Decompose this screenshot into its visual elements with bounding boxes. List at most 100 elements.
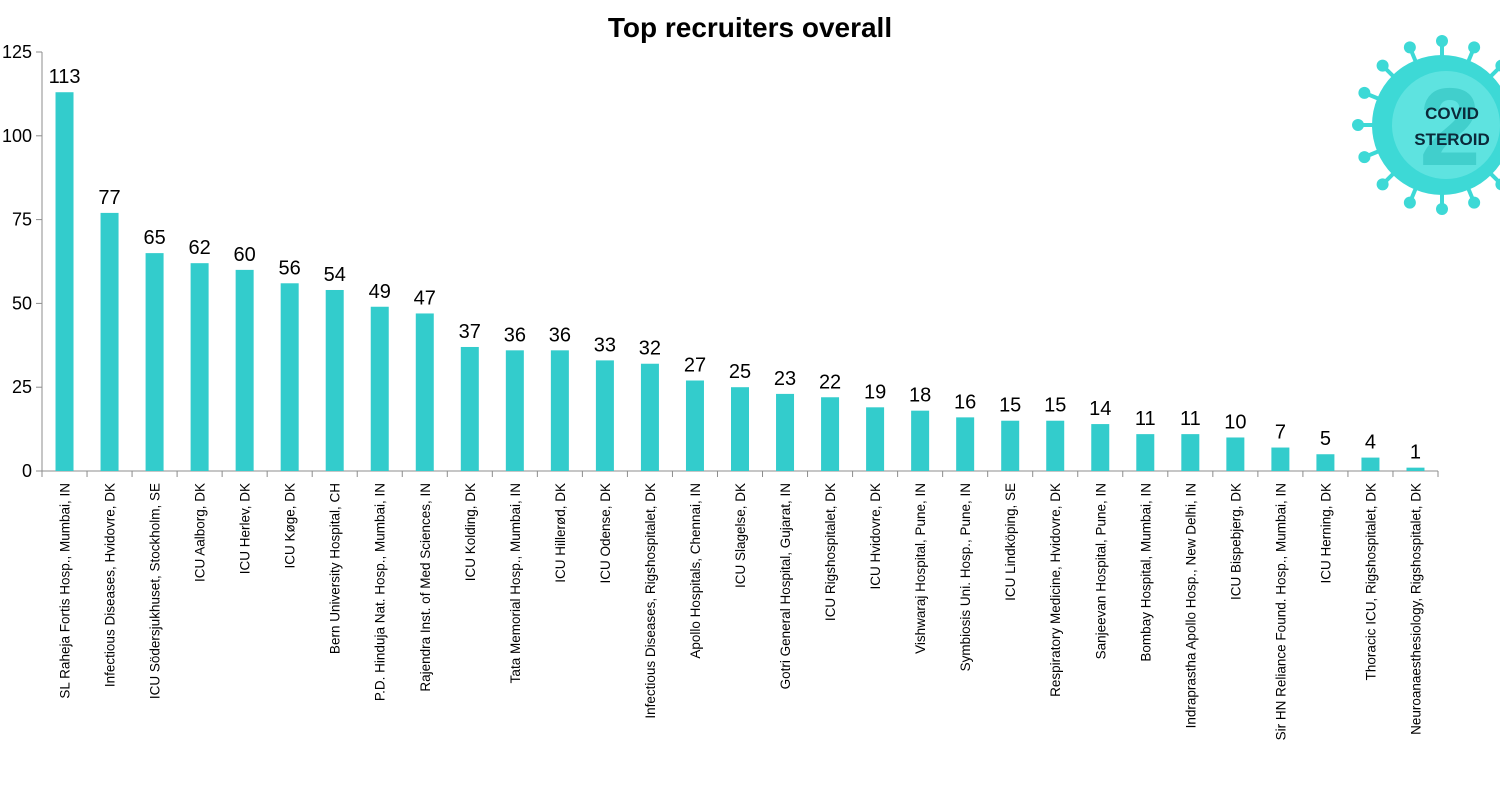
data-label: 19 [864, 381, 886, 403]
data-label: 36 [549, 324, 571, 346]
category-tick-label: Infectious Diseases, Hvidovre, DK [103, 483, 118, 687]
category-tick-label: ICU Slagelse, DK [733, 483, 748, 588]
category-tick-label: Vishwaraj Hospital, Pune, IN [913, 483, 928, 654]
category-tick-label: P.D. Hinduja Nat. Hosp., Mumbai, IN [373, 483, 388, 701]
data-label: 36 [504, 324, 526, 346]
virus-spike-tip [1495, 178, 1500, 191]
bar [505, 350, 524, 471]
virus-spike-tip [1403, 41, 1416, 54]
data-label: 33 [594, 334, 616, 356]
data-label: 4 [1365, 432, 1376, 454]
category-tick-label: Infectious Diseases, Rigshospitalet, DK [643, 483, 658, 719]
bar [1046, 420, 1065, 471]
data-label: 60 [234, 244, 256, 266]
bar [145, 253, 164, 471]
data-label: 47 [414, 287, 436, 309]
bar [325, 289, 344, 471]
bar [595, 360, 614, 471]
bar [55, 92, 74, 471]
data-label: 113 [49, 66, 81, 88]
category-tick-labels: SL Raheja Fortis Hosp., Mumbai, IN Infect… [58, 483, 1424, 740]
category-tick-label: Rajendra Inst. of Med Sciences, IN [418, 483, 433, 692]
bar [550, 350, 569, 471]
data-label: 37 [459, 321, 481, 343]
bar [821, 397, 840, 471]
data-label: 16 [954, 391, 976, 413]
category-tick-label: Bombay Hospital, Mumbai, IN [1138, 483, 1153, 662]
bar [956, 417, 975, 471]
bar [731, 387, 749, 471]
bar [1091, 424, 1110, 471]
chart-title: Top recruiters overall [607, 12, 893, 43]
data-label: 15 [999, 395, 1021, 417]
data-label: 27 [684, 354, 706, 376]
category-tick-label: ICU Aalborg, DK [193, 483, 208, 582]
virus-spike-tip [1358, 86, 1371, 99]
y-tick-label: 25 [12, 377, 32, 397]
y-tick-label: 125 [2, 42, 32, 62]
bar [1136, 434, 1155, 471]
category-tick-label: ICU Herning, DK [1318, 483, 1333, 584]
category-tick-label: ICU Hvidovre, DK [868, 483, 883, 590]
data-label: 11 [1180, 408, 1201, 430]
category-tick-label: ICU Kolding, DK [463, 483, 478, 581]
bar [1316, 454, 1335, 471]
bar [370, 306, 389, 471]
data-label: 62 [188, 237, 210, 259]
logo-line2: STEROID [1414, 130, 1490, 149]
data-label: 22 [819, 371, 841, 393]
bars [55, 92, 1425, 471]
data-label: 23 [774, 368, 796, 390]
bar [415, 313, 434, 471]
bar [280, 283, 299, 471]
logo-line1: COVID [1425, 104, 1479, 123]
virus-spike-tip [1376, 178, 1389, 191]
virus-spike-tip [1436, 203, 1448, 215]
bar [1226, 437, 1245, 471]
category-tick-label: Gotri General Hospital, Gujarat, IN [778, 483, 793, 689]
virus-spike-tip [1358, 151, 1371, 164]
category-tick-label: ICU Bispebjerg, DK [1228, 483, 1243, 600]
virus-spike-tip [1403, 196, 1416, 209]
category-tick-label: Bern University Hospital, CH [328, 483, 343, 654]
category-tick-label: Apollo Hospitals, Chennai, IN [688, 483, 703, 659]
data-label: 14 [1089, 398, 1111, 420]
bar [866, 407, 885, 471]
category-tick-label: ICU Odense, DK [598, 483, 613, 584]
data-label: 7 [1275, 422, 1286, 444]
y-tick-label: 0 [22, 461, 32, 481]
virus-body-inner [1392, 71, 1500, 179]
bar [1181, 434, 1200, 471]
category-tick-label: ICU Södersjukhuset, Stockholm, SE [148, 483, 163, 699]
y-tick-label: 75 [12, 210, 32, 230]
bar [100, 212, 119, 471]
virus-spike-tip [1376, 59, 1389, 72]
bar [685, 380, 704, 471]
category-tick-label: Symbiosis Uni. Hosp., Pune, IN [958, 483, 973, 671]
data-label: 25 [729, 361, 751, 383]
bar [1361, 457, 1380, 471]
x-axis [41, 470, 1439, 477]
data-label: 10 [1224, 411, 1246, 433]
data-label: 1 [1410, 442, 1421, 464]
bar [776, 393, 795, 471]
data-label: 77 [98, 187, 120, 209]
bar [460, 346, 479, 471]
data-label: 15 [1044, 395, 1066, 417]
data-label: 5 [1320, 428, 1331, 450]
category-tick-label: Sanjeevan Hospital, Pune, IN [1093, 483, 1108, 659]
bar [911, 410, 930, 471]
data-label: 56 [279, 257, 301, 279]
category-tick-label: ICU Herlev, DK [238, 483, 253, 574]
category-tick-label: Tata Memorial Hosp., Mumbai, IN [508, 483, 523, 683]
bar [1271, 447, 1290, 471]
virus-spike-tip [1495, 59, 1500, 72]
covid-steroid-logo: 2 COVID STEROID [1352, 35, 1500, 215]
y-tick-label: 100 [2, 126, 32, 146]
category-tick-label: SL Raheja Fortis Hosp., Mumbai, IN [58, 483, 73, 699]
data-label: 54 [324, 264, 346, 286]
category-tick-label: ICU Rigshospitalet, DK [823, 483, 838, 621]
logo-numeral: 2 [1419, 66, 1480, 189]
category-tick-label: Sir HN Reliance Found. Hosp., Mumbai, IN [1273, 483, 1288, 740]
virus-spike-tip [1352, 119, 1364, 131]
